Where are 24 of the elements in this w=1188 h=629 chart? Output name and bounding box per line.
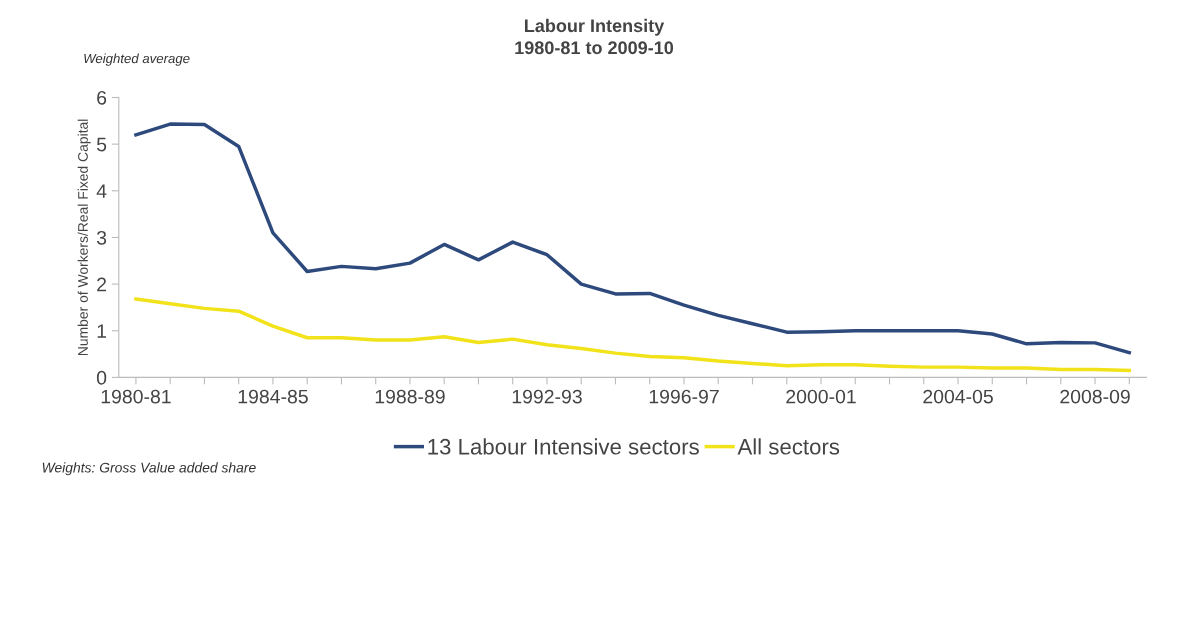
x-tick-label: 1980-81 bbox=[101, 389, 171, 404]
y-axis-title: Number of Workers/Real Fixed Capital bbox=[77, 119, 91, 356]
y-tick-label: 3 bbox=[96, 230, 107, 245]
line-series bbox=[134, 297, 1132, 373]
y-tick-label: 5 bbox=[96, 137, 107, 152]
x-tick-label: 1996-97 bbox=[649, 389, 719, 404]
x-tick-label: 2000-01 bbox=[786, 389, 856, 404]
y-tick-label: 0 bbox=[96, 370, 107, 385]
x-tick-label: 2008-09 bbox=[1060, 389, 1130, 404]
chart-title: Labour Intensity bbox=[524, 18, 665, 36]
text: Weighted average bbox=[84, 53, 190, 66]
text: Weights: Gross Value added share bbox=[42, 462, 256, 476]
y-tick-label: 4 bbox=[96, 184, 107, 198]
y-tick-label: 6 bbox=[97, 90, 107, 105]
y-tick-label: 1 bbox=[97, 324, 107, 338]
x-tick-label: 1984-85 bbox=[238, 389, 308, 404]
legend-label: All sectors bbox=[737, 438, 840, 455]
x-tick-label: 1992-93 bbox=[512, 389, 582, 404]
x-tick-label: 1988-89 bbox=[375, 389, 445, 404]
chart-subtitle: 1980-81 to 2009-10 bbox=[515, 41, 674, 55]
line-series bbox=[134, 122, 1132, 355]
legend-label: 13 Labour Intensive sectors bbox=[428, 438, 699, 455]
x-tick-label: 2004-05 bbox=[923, 389, 993, 404]
y-tick-label: 2 bbox=[97, 277, 107, 292]
